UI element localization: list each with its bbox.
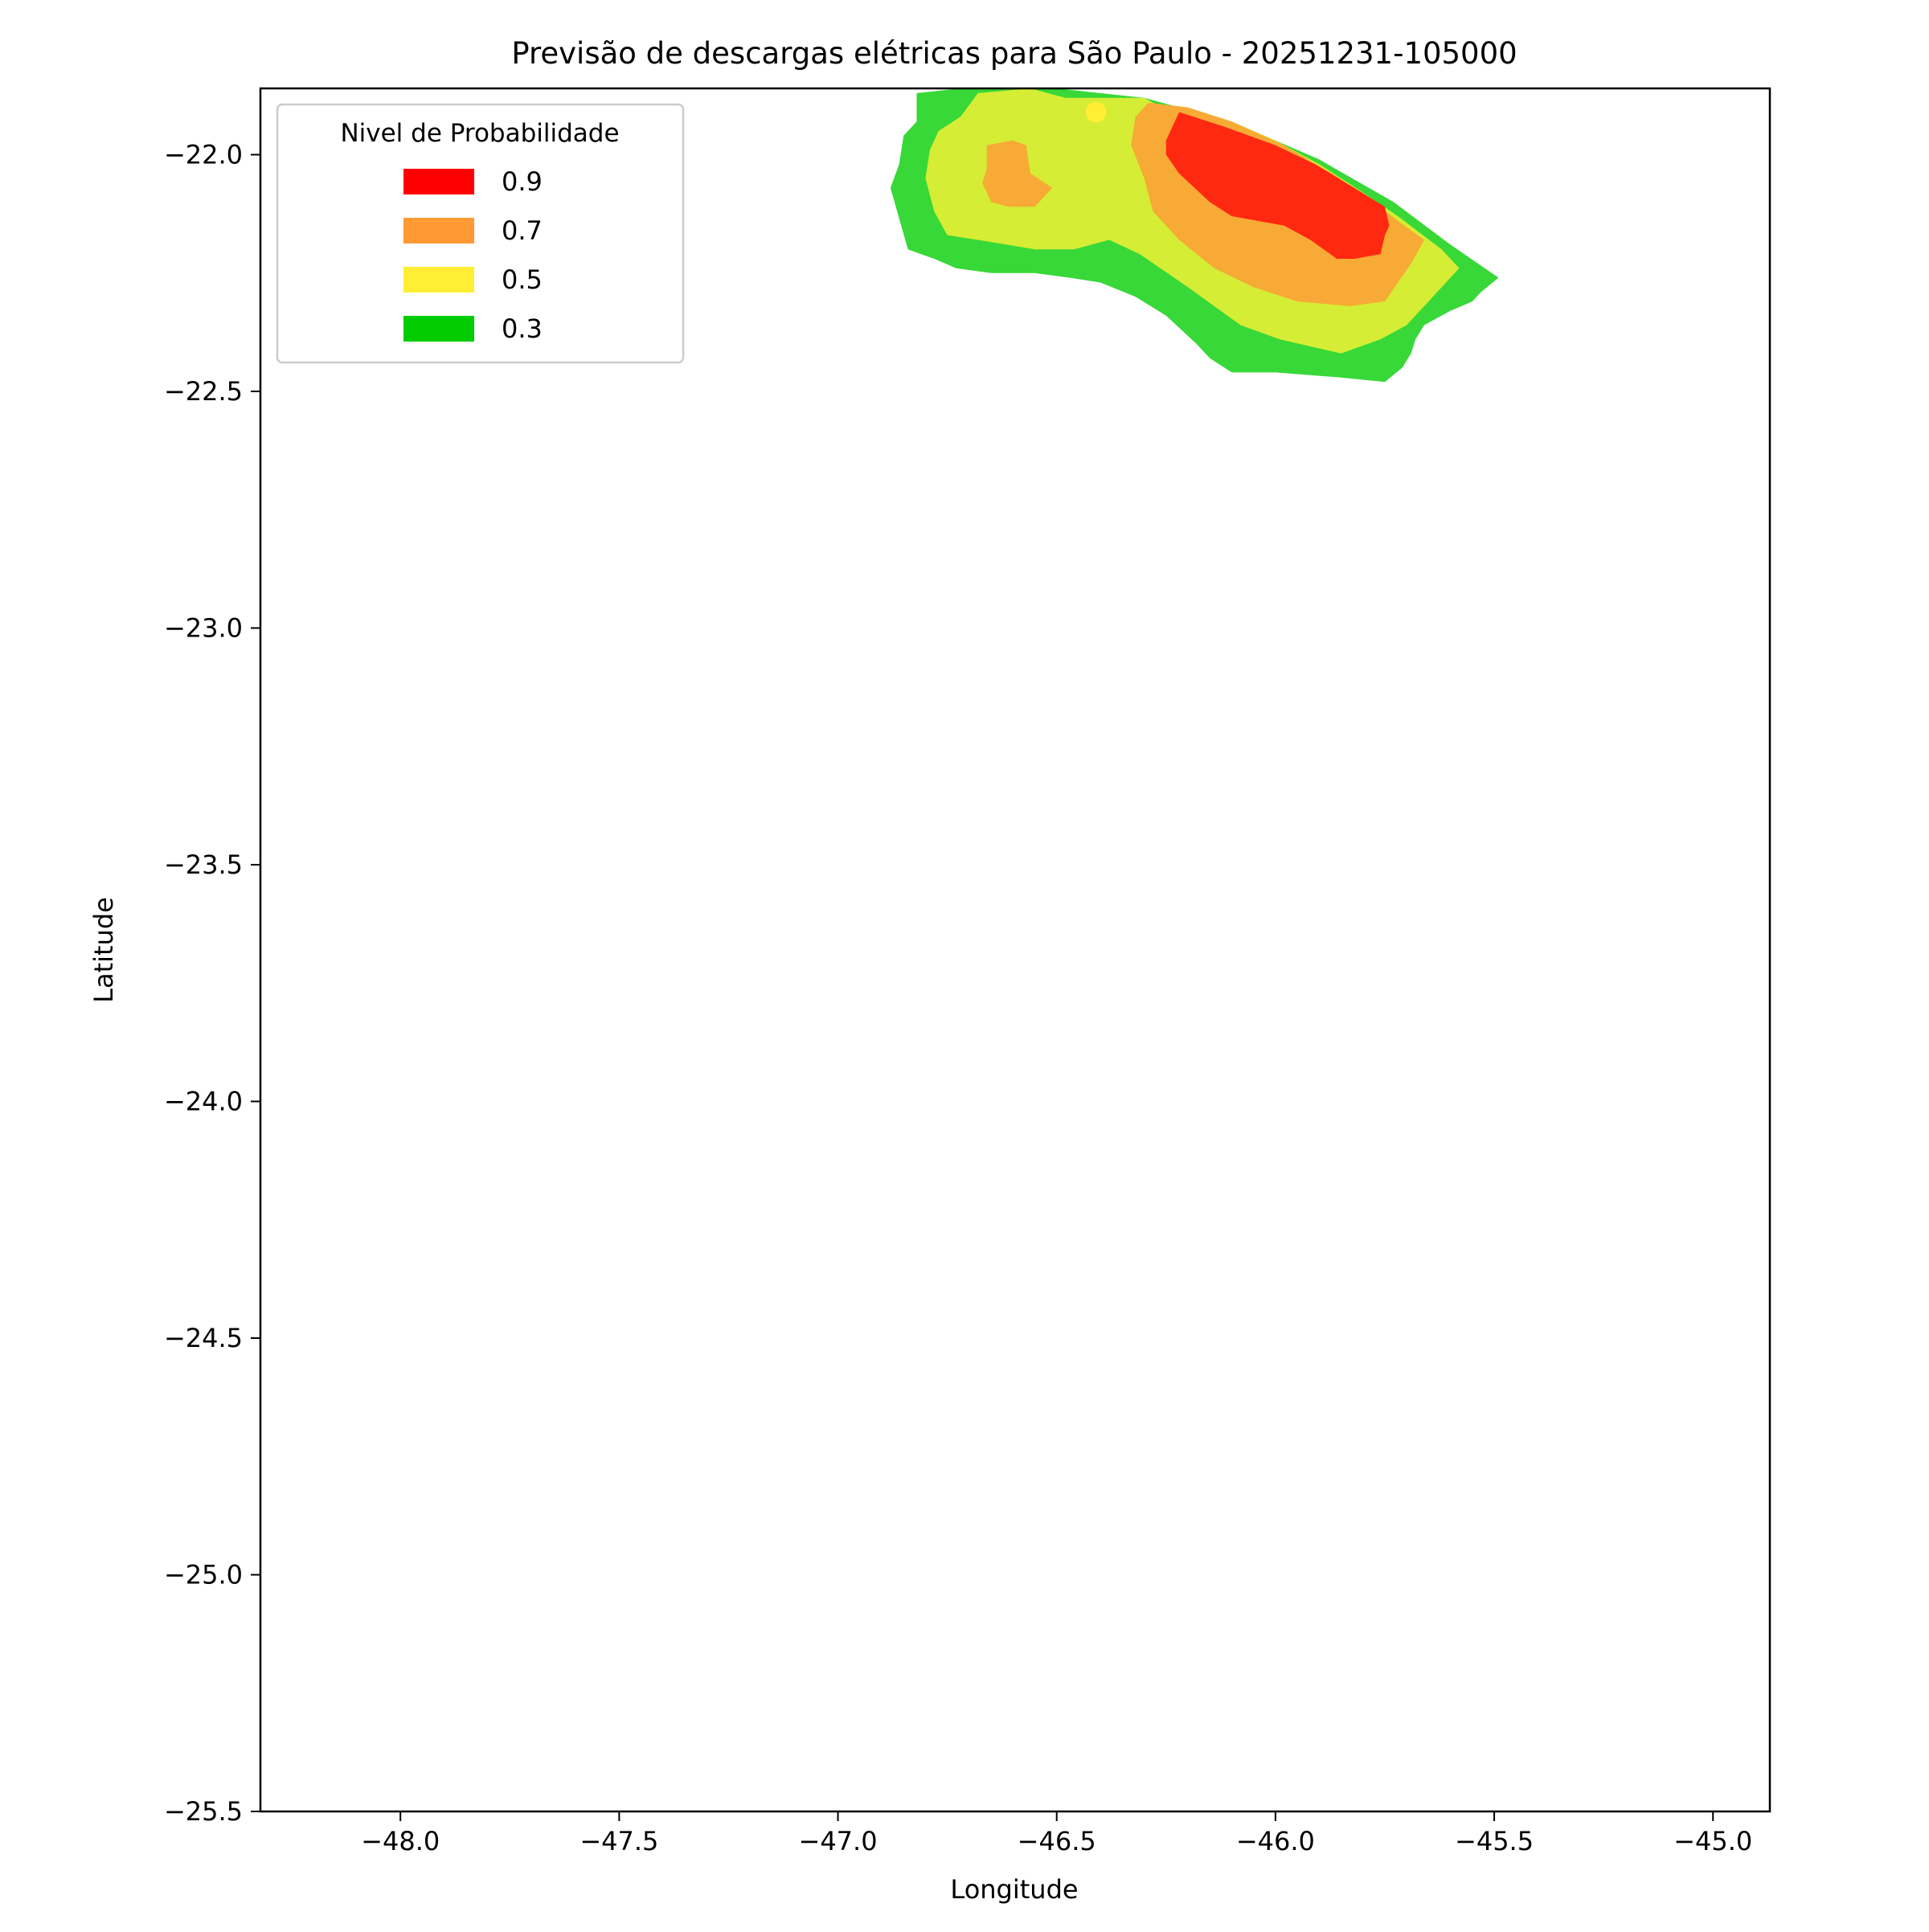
y-tick-label: −24.0 <box>164 1086 243 1116</box>
y-tick-label: −22.0 <box>164 139 243 170</box>
x-tick-label: −48.0 <box>361 1826 440 1856</box>
x-tick-label: −46.0 <box>1236 1826 1315 1856</box>
x-axis: −48.0 −47.5 −47.0 −46.5 −46.0 −45.5 −45.0 <box>361 1811 1752 1856</box>
y-tick-label: −23.5 <box>164 849 243 880</box>
y-tick-label: −25.0 <box>164 1559 243 1590</box>
legend-entry-label: 0.9 <box>502 166 543 197</box>
x-tick-label: −46.5 <box>1018 1826 1096 1856</box>
x-axis-label: Longitude <box>950 1874 1078 1905</box>
legend-swatch <box>403 169 474 194</box>
legend-entry-label: 0.7 <box>502 215 543 246</box>
legend-entries: 0.9 0.7 0.5 0.3 <box>403 166 543 344</box>
legend-swatch <box>403 316 474 342</box>
x-tick-label: −45.0 <box>1673 1826 1752 1856</box>
y-tick-label: −22.5 <box>164 376 243 407</box>
legend-box <box>276 103 685 364</box>
y-axis-label: Latitude <box>88 897 119 1003</box>
axes-frame <box>259 87 1771 1813</box>
probability-point-1 <box>1085 101 1107 123</box>
legend-swatch <box>403 218 474 244</box>
y-axis: −22.0 −22.5 −23.0 −23.5 −24.0 −24.5 −25.0 −25.5 <box>164 139 260 1827</box>
x-tick-label: −47.0 <box>799 1826 878 1856</box>
legend-swatch <box>403 267 474 293</box>
chart-title: Previsão de descargas elétricas para São… <box>511 36 1517 71</box>
contour-level-0-7-region-2 <box>982 140 1053 207</box>
x-tick-label: −47.5 <box>580 1826 658 1856</box>
x-tick-label: −45.5 <box>1455 1826 1534 1856</box>
y-tick-label: −25.5 <box>164 1796 243 1827</box>
legend-entry-label: 0.5 <box>502 264 543 295</box>
legend-title: Nivel de Probabilidade <box>340 119 619 148</box>
legend: Nivel de Probabilidade 0.9 0.7 0.5 0.3 <box>276 103 685 364</box>
contour-level-0-9-region-1 <box>1165 112 1390 259</box>
y-tick-label: −24.5 <box>164 1323 243 1353</box>
plot-area <box>890 88 1499 383</box>
legend-entry-label: 0.3 <box>502 313 543 344</box>
y-tick-label: −23.0 <box>164 612 243 643</box>
